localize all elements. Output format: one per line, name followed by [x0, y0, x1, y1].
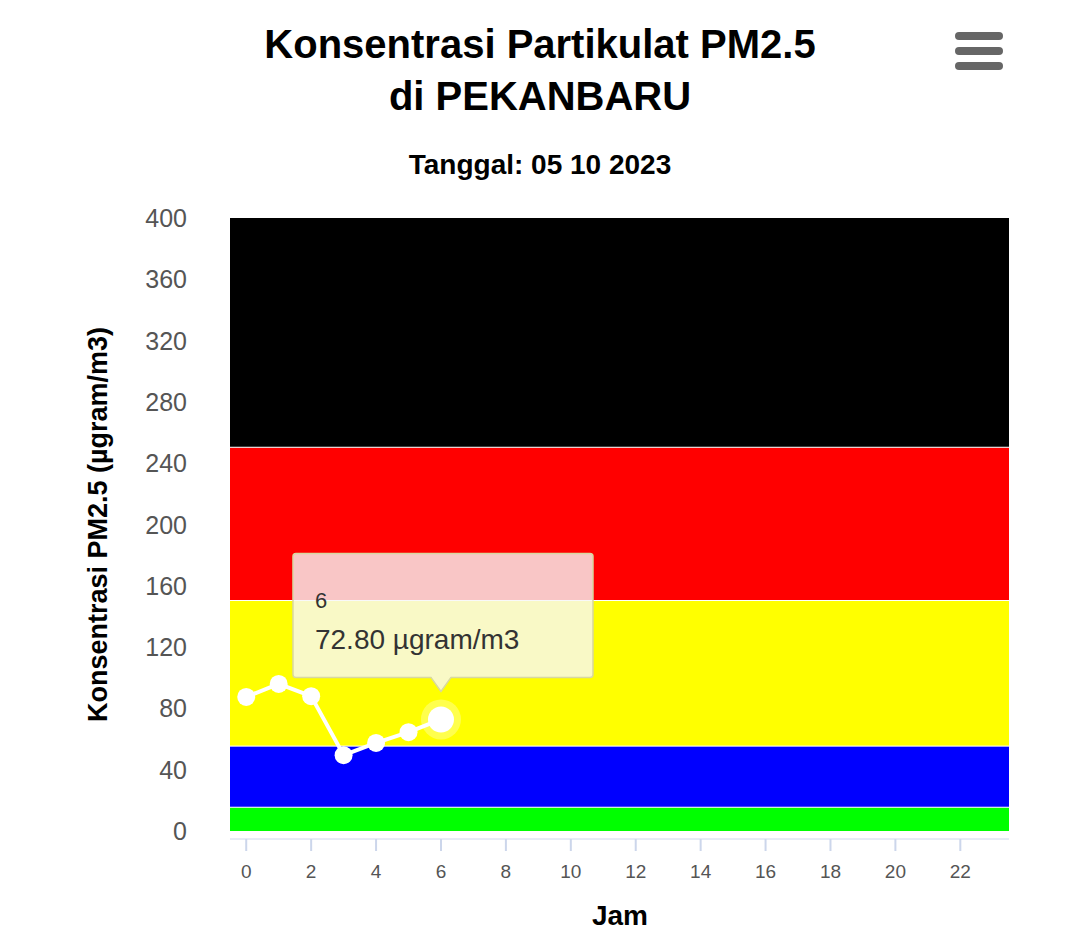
band-separator	[230, 746, 1009, 747]
y-tick-label: 80	[159, 694, 187, 722]
x-tick	[894, 839, 896, 851]
menu-bar	[955, 62, 1003, 70]
y-tick-label: 120	[145, 633, 187, 661]
x-tick	[375, 839, 377, 851]
marker	[302, 687, 320, 705]
x-axis-label: Jam	[592, 900, 648, 931]
marker	[237, 688, 255, 706]
tooltip-title: 6	[315, 588, 327, 613]
x-tick-label: 12	[625, 861, 646, 882]
x-tick	[570, 839, 572, 851]
title: Konsentrasi Partikulat PM2.5di PEKANBARU	[264, 22, 815, 118]
chart: Konsentrasi Partikulat PM2.5di PEKANBARU…	[0, 0, 1080, 946]
x-tick-label: 6	[436, 861, 447, 882]
x-axis-line	[230, 839, 1009, 840]
y-tick-label: 400	[145, 204, 187, 232]
plot-area	[230, 218, 1009, 831]
y-axis-line	[230, 218, 231, 831]
x-tick	[765, 839, 767, 851]
x-tick-label: 16	[755, 861, 776, 882]
x-tick-label: 18	[820, 861, 841, 882]
x-tick	[635, 839, 637, 851]
x-tick-label: 4	[371, 861, 382, 882]
band	[230, 807, 1009, 831]
series-line	[246, 684, 441, 755]
y-tick-label: 360	[145, 265, 187, 293]
x-tick-label: 22	[950, 861, 971, 882]
subtitle: Tanggal: 05 10 2023	[409, 149, 672, 180]
y-tick-label: 40	[159, 756, 187, 784]
x-tick	[700, 839, 702, 851]
x-tick	[245, 839, 247, 851]
x-tick	[505, 839, 507, 851]
x-tick-label: 2	[306, 861, 317, 882]
band-separator	[230, 807, 1009, 808]
x-tick	[310, 839, 312, 851]
menu-bar	[955, 47, 1003, 55]
x-tick-label: 0	[241, 861, 252, 882]
marker-halo	[421, 699, 461, 739]
band	[230, 746, 1009, 807]
x-tick-label: 20	[885, 861, 906, 882]
band-separator	[230, 447, 1009, 448]
tooltip: 6 72.80 µgram/m3	[293, 553, 593, 691]
x-tick	[829, 839, 831, 851]
tooltip-box	[293, 553, 593, 691]
menu-bar	[955, 32, 1003, 40]
y-tick-label: 320	[145, 327, 187, 355]
marker	[367, 734, 385, 752]
x-tick	[440, 839, 442, 851]
y-axis-label: Konsentrasi PM2.5 (µgram/m3)	[83, 327, 113, 722]
marker	[428, 706, 454, 732]
tooltip-text: 72.80 µgram/m3	[315, 624, 519, 655]
x-tick-label: 8	[501, 861, 512, 882]
y-tick-label: 280	[145, 388, 187, 416]
y-tick-label: 0	[173, 817, 187, 845]
y-tick-label: 200	[145, 511, 187, 539]
y-tick-label: 240	[145, 449, 187, 477]
band	[230, 218, 1009, 447]
marker	[335, 746, 353, 764]
marker	[270, 675, 288, 693]
marker	[400, 723, 418, 741]
x-tick-label: 10	[560, 861, 581, 882]
menu-button[interactable]	[955, 32, 1003, 70]
x-tick	[959, 839, 961, 851]
x-tick-label: 14	[690, 861, 712, 882]
y-tick-label: 160	[145, 572, 187, 600]
